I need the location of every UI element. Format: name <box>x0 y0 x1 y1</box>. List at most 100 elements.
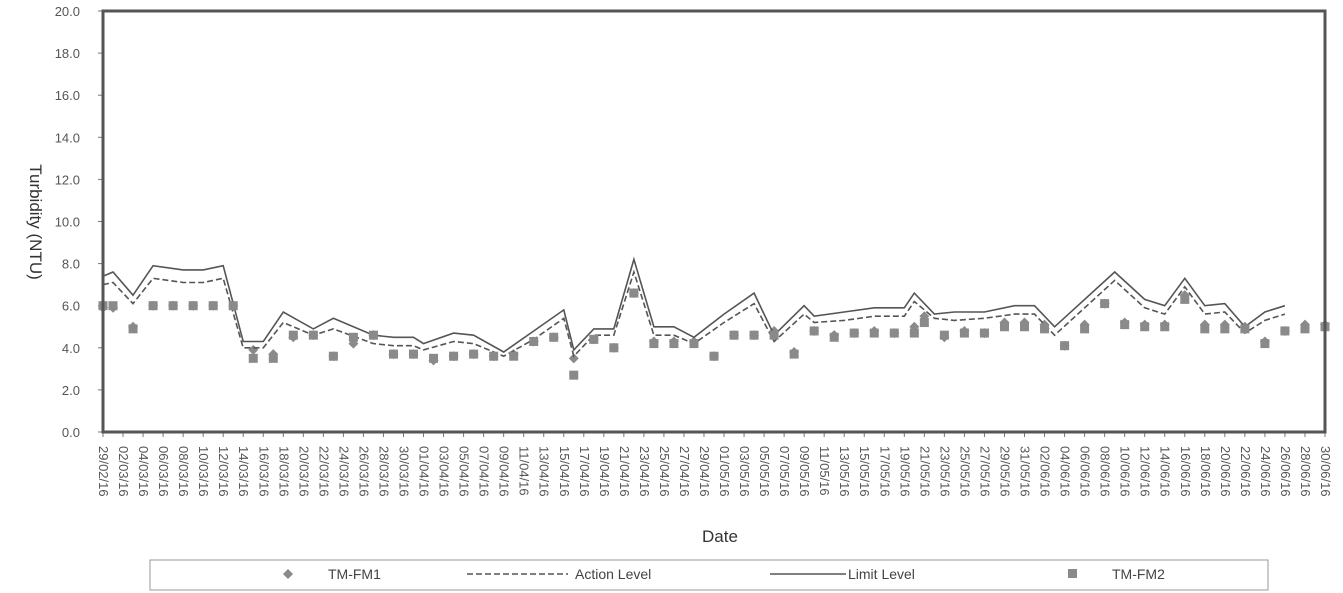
series-tm-fm2-point-21 <box>509 351 519 361</box>
series-tm-fm2-point-12 <box>328 351 338 361</box>
x-tick-label-44: 27/05/16 <box>977 446 992 497</box>
series-tm-fm2-point-50 <box>1080 324 1090 334</box>
y-tick-label-6: 12.0 <box>55 172 80 187</box>
series-tm-fm2-point-60 <box>1280 326 1290 336</box>
x-tick-label-57: 22/06/16 <box>1238 446 1253 497</box>
series-tm-fm2-point-30 <box>689 339 699 349</box>
x-tick-label-4: 08/03/16 <box>176 446 191 497</box>
series-tm-fm2-point-37 <box>829 332 839 342</box>
x-tick-label-16: 01/04/16 <box>417 446 432 497</box>
series-tm-fm2-point-45 <box>979 328 989 338</box>
x-axis-ticks: 29/02/16 02/03/16 04/03/16 06/03/16 08/03/16… <box>96 432 1333 497</box>
series-tm-fm2-point-5 <box>188 301 198 311</box>
series-tm-fm2-point-53 <box>1140 322 1150 332</box>
x-tick-label-51: 10/06/16 <box>1118 446 1133 497</box>
y-tick-label-3: 6.0 <box>62 299 80 314</box>
series-tm-fm2-point-15 <box>388 349 398 359</box>
x-tick-label-39: 17/05/16 <box>877 446 892 497</box>
x-tick-label-58: 24/06/16 <box>1258 446 1273 497</box>
x-tick-label-24: 17/04/16 <box>577 446 592 497</box>
series-tm-fm2-point-44 <box>959 328 969 338</box>
y-tick-label-1: 2.0 <box>62 383 80 398</box>
x-tick-label-53: 14/06/16 <box>1158 446 1173 497</box>
series-tm-fm2-point-40 <box>889 328 899 338</box>
series-tm-fm2-point-61 <box>1300 324 1310 334</box>
x-tick-label-7: 14/03/16 <box>236 446 251 497</box>
series-action-level-line <box>102 269 1286 358</box>
series-limit-level-line <box>102 256 1286 353</box>
series-tm-fm1-point-8 <box>248 344 259 355</box>
x-tick-label-50: 08/06/16 <box>1098 446 1113 497</box>
x-tick-label-48: 04/06/16 <box>1058 446 1073 497</box>
x-tick-label-52: 12/06/16 <box>1138 446 1153 497</box>
x-tick-label-29: 27/04/16 <box>677 446 692 497</box>
series-tm-fm2-point-16 <box>409 349 419 359</box>
series-tm-fm2-point-36 <box>809 326 819 336</box>
x-tick-label-25: 19/04/16 <box>597 446 612 497</box>
x-tick-label-43: 25/05/16 <box>957 446 972 497</box>
series-tm-fm2-point-34 <box>769 330 779 340</box>
series-tm-fm2-point-57 <box>1220 324 1230 334</box>
series-tm-fm2-point-49 <box>1060 341 1070 351</box>
x-tick-label-32: 03/05/16 <box>737 446 752 497</box>
x-tick-label-49: 06/06/16 <box>1078 446 1093 497</box>
series-tm-fm2-point-32 <box>729 330 739 340</box>
series-tm-fm2-point-20 <box>489 351 499 361</box>
series-tm-fm2-point-33 <box>749 330 759 340</box>
x-tick-label-27: 23/04/16 <box>637 446 652 497</box>
series-tm-fm2-point-29 <box>669 339 679 349</box>
x-tick-label-54: 16/06/16 <box>1178 446 1193 497</box>
y-tick-label-0: 0.0 <box>62 425 80 440</box>
y-tick-label-4: 8.0 <box>62 257 80 272</box>
plot-frame <box>101 9 1327 434</box>
series-tm-fm2-point-27 <box>629 288 639 298</box>
series-tm-fm2-point-28 <box>649 339 659 349</box>
x-tick-label-33: 05/05/16 <box>757 446 772 497</box>
legend-tm-fm1-label: TM-FM1 <box>328 566 381 582</box>
series-tm-fm2-point-35 <box>789 349 799 359</box>
series-tm-fm2-point-22 <box>529 336 539 346</box>
series-tm-fm2-point-19 <box>469 349 479 359</box>
x-tick-label-55: 18/06/16 <box>1198 446 1213 497</box>
series-tm-fm2-point-25 <box>589 334 599 344</box>
y-tick-label-7: 14.0 <box>55 130 80 145</box>
y-tick-label-8: 16.0 <box>55 88 80 103</box>
series-tm-fm2-point-1 <box>108 301 118 311</box>
x-tick-label-3: 06/03/16 <box>156 446 171 497</box>
series-tm-fm2-point-13 <box>348 332 358 342</box>
series-tm-fm2-point-11 <box>308 330 318 340</box>
x-tick-label-61: 30/06/16 <box>1318 446 1333 497</box>
x-tick-label-41: 21/05/16 <box>917 446 932 497</box>
x-tick-label-13: 26/03/16 <box>356 446 371 497</box>
series-tm-fm2-point-43 <box>939 330 949 340</box>
x-tick-label-60: 28/06/16 <box>1298 446 1313 497</box>
x-tick-label-10: 20/03/16 <box>296 446 311 497</box>
x-tick-label-22: 13/04/16 <box>537 446 552 497</box>
series-tm-fm2-point-6 <box>208 301 218 311</box>
series-tm-fm2-point-38 <box>849 328 859 338</box>
series-layer <box>98 256 1330 380</box>
series-tm-fm2-point-17 <box>429 353 439 363</box>
x-tick-label-30: 29/04/16 <box>697 446 712 497</box>
y-tick-label-2: 4.0 <box>62 341 80 356</box>
series-tm-fm2-point-31 <box>709 351 719 361</box>
series-tm-fm2-point-55 <box>1180 294 1190 304</box>
legend-tm-fm2-label: TM-FM2 <box>1112 566 1165 582</box>
series-tm-fm2-point-2 <box>128 324 138 334</box>
series-tm-fm2-point-8 <box>248 353 258 363</box>
x-tick-label-37: 13/05/16 <box>837 446 852 497</box>
legend: TM-FM1 Action Level Limit Level TM-FM2 <box>149 559 1269 591</box>
series-tm-fm2-point-23 <box>549 332 559 342</box>
x-tick-label-5: 10/03/16 <box>196 446 211 497</box>
x-tick-label-38: 15/05/16 <box>857 446 872 497</box>
x-tick-label-20: 09/04/16 <box>497 446 512 497</box>
x-tick-label-14: 28/03/16 <box>376 446 391 497</box>
x-tick-label-46: 31/05/16 <box>1018 446 1033 497</box>
series-tm-fm1-point-24 <box>568 353 579 364</box>
y-tick-label-10: 20.0 <box>55 4 80 19</box>
series-tm-fm2-point-59 <box>1260 339 1270 349</box>
x-tick-label-36: 11/05/16 <box>817 446 832 496</box>
x-tick-label-28: 25/04/16 <box>657 446 672 497</box>
y-axis-title: Turbidity (NTU) <box>26 164 45 280</box>
